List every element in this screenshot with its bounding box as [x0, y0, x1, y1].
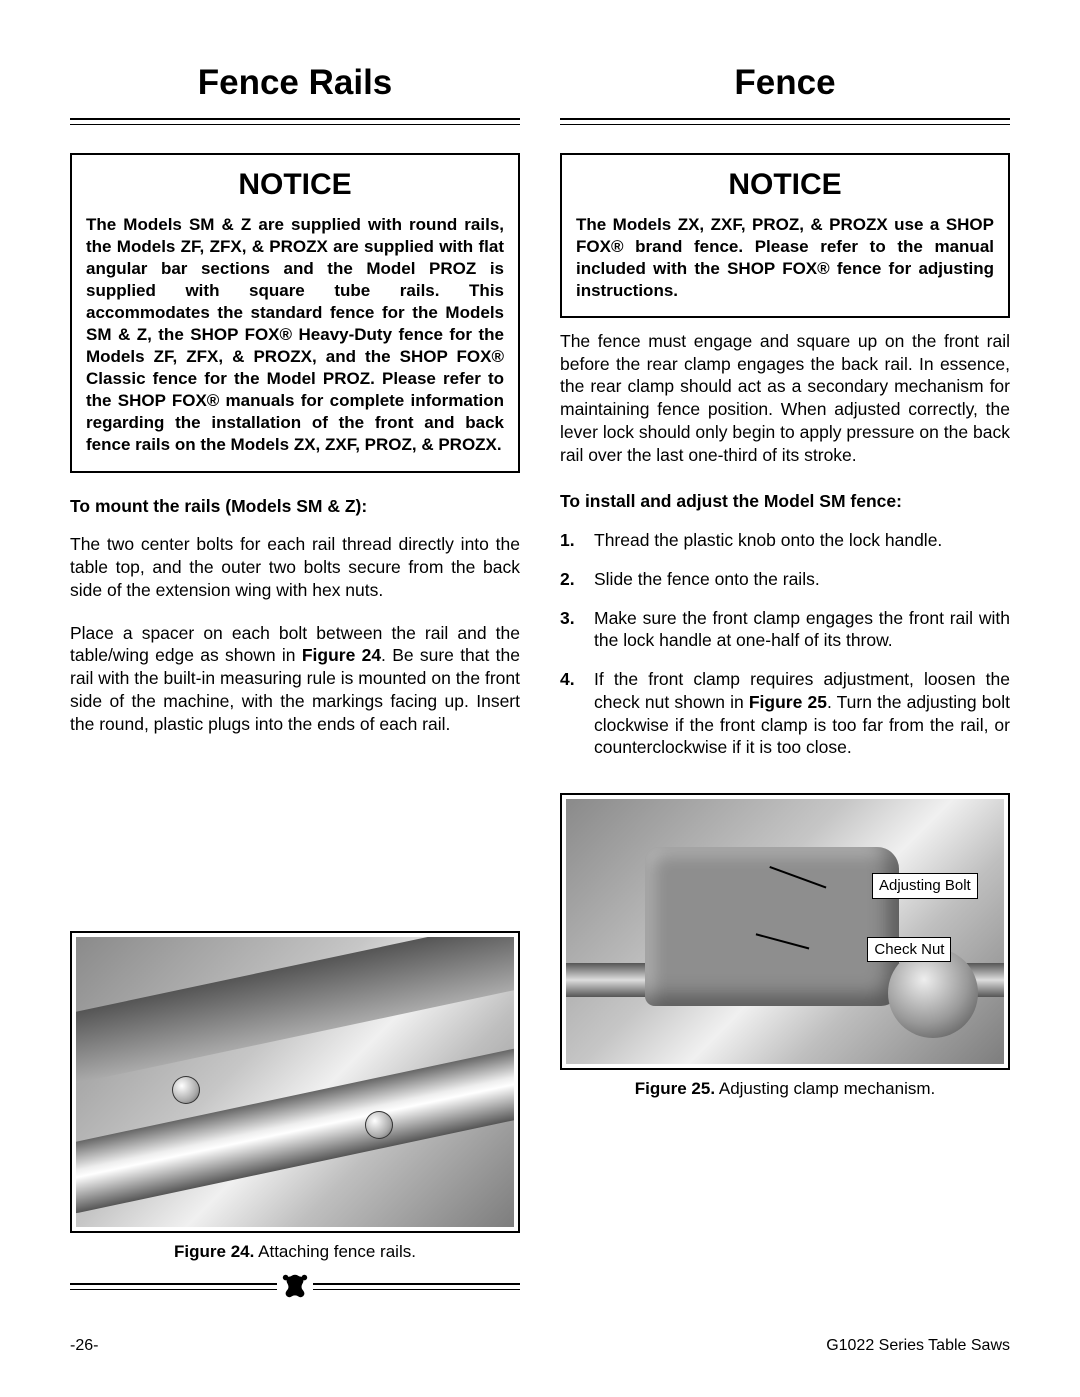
heading-rule — [560, 118, 1010, 125]
para-center-bolts: The two center bolts for each rail threa… — [70, 533, 520, 601]
page-footer: -26- G1022 Series Table Saws — [70, 1336, 1010, 1357]
heading-rule — [70, 118, 520, 125]
figure-25-text: Adjusting clamp mechanism. — [715, 1079, 935, 1098]
figure-25-image: Adjusting Bolt Check Nut — [566, 799, 1004, 1064]
heading-fence: Fence — [560, 60, 1010, 106]
figure-24-image — [76, 937, 514, 1227]
list-item: Thread the plastic knob onto the lock ha… — [560, 529, 1010, 552]
callout-adjusting-bolt: Adjusting Bolt — [872, 873, 978, 899]
para-fence-engage: The fence must engage and square up on t… — [560, 330, 1010, 467]
list-item: If the front clamp requires adjustment, … — [560, 668, 1010, 759]
figure-25-frame: Adjusting Bolt Check Nut — [560, 793, 1010, 1070]
notice-box-left: NOTICE The Models SM & Z are supplied wi… — [70, 153, 520, 473]
figure-25-ref: Figure 25 — [749, 692, 827, 712]
list-item: Slide the fence onto the rails. — [560, 568, 1010, 591]
notice-body: The Models ZX, ZXF, PROZ, & PROZX use a … — [576, 214, 994, 302]
screw-shape — [172, 1076, 200, 1104]
page-number: -26- — [70, 1336, 98, 1357]
callout-check-nut: Check Nut — [867, 937, 951, 963]
heading-fence-rails: Fence Rails — [70, 60, 520, 106]
figure-24-text: Attaching fence rails. — [254, 1242, 416, 1261]
figure-24-frame — [70, 931, 520, 1233]
install-steps-list: Thread the plastic knob onto the lock ha… — [560, 529, 1010, 775]
doc-title: G1022 Series Table Saws — [826, 1336, 1010, 1357]
page-columns: Fence Rails NOTICE The Models SM & Z are… — [70, 60, 1010, 1290]
figure-24-label: Figure 24. — [174, 1242, 254, 1261]
notice-title: NOTICE — [86, 165, 504, 204]
bottom-rule — [70, 1283, 520, 1290]
mount-rails-subhead: To mount the rails (Models SM & Z): — [70, 495, 520, 518]
left-column: Fence Rails NOTICE The Models SM & Z are… — [70, 60, 520, 1290]
notice-box-right: NOTICE The Models ZX, ZXF, PROZ, & PROZX… — [560, 153, 1010, 318]
figure-24-ref: Figure 24 — [302, 645, 381, 665]
figure-25-label: Figure 25. — [635, 1079, 715, 1098]
para-spacer: Place a spacer on each bolt between the … — [70, 622, 520, 736]
figure-24-caption: Figure 24. Attaching fence rails. — [70, 1241, 520, 1263]
clamp-body-shape — [645, 847, 899, 1006]
right-column: Fence NOTICE The Models ZX, ZXF, PROZ, &… — [560, 60, 1010, 1290]
install-fence-subhead: To install and adjust the Model SM fence… — [560, 490, 1010, 513]
notice-title: NOTICE — [576, 165, 994, 204]
notice-body: The Models SM & Z are supplied with roun… — [86, 214, 504, 457]
bear-logo-icon — [277, 1269, 313, 1303]
figure-25-caption: Figure 25. Adjusting clamp mechanism. — [560, 1078, 1010, 1100]
list-item: Make sure the front clamp engages the fr… — [560, 607, 1010, 653]
screw-shape — [365, 1111, 393, 1139]
